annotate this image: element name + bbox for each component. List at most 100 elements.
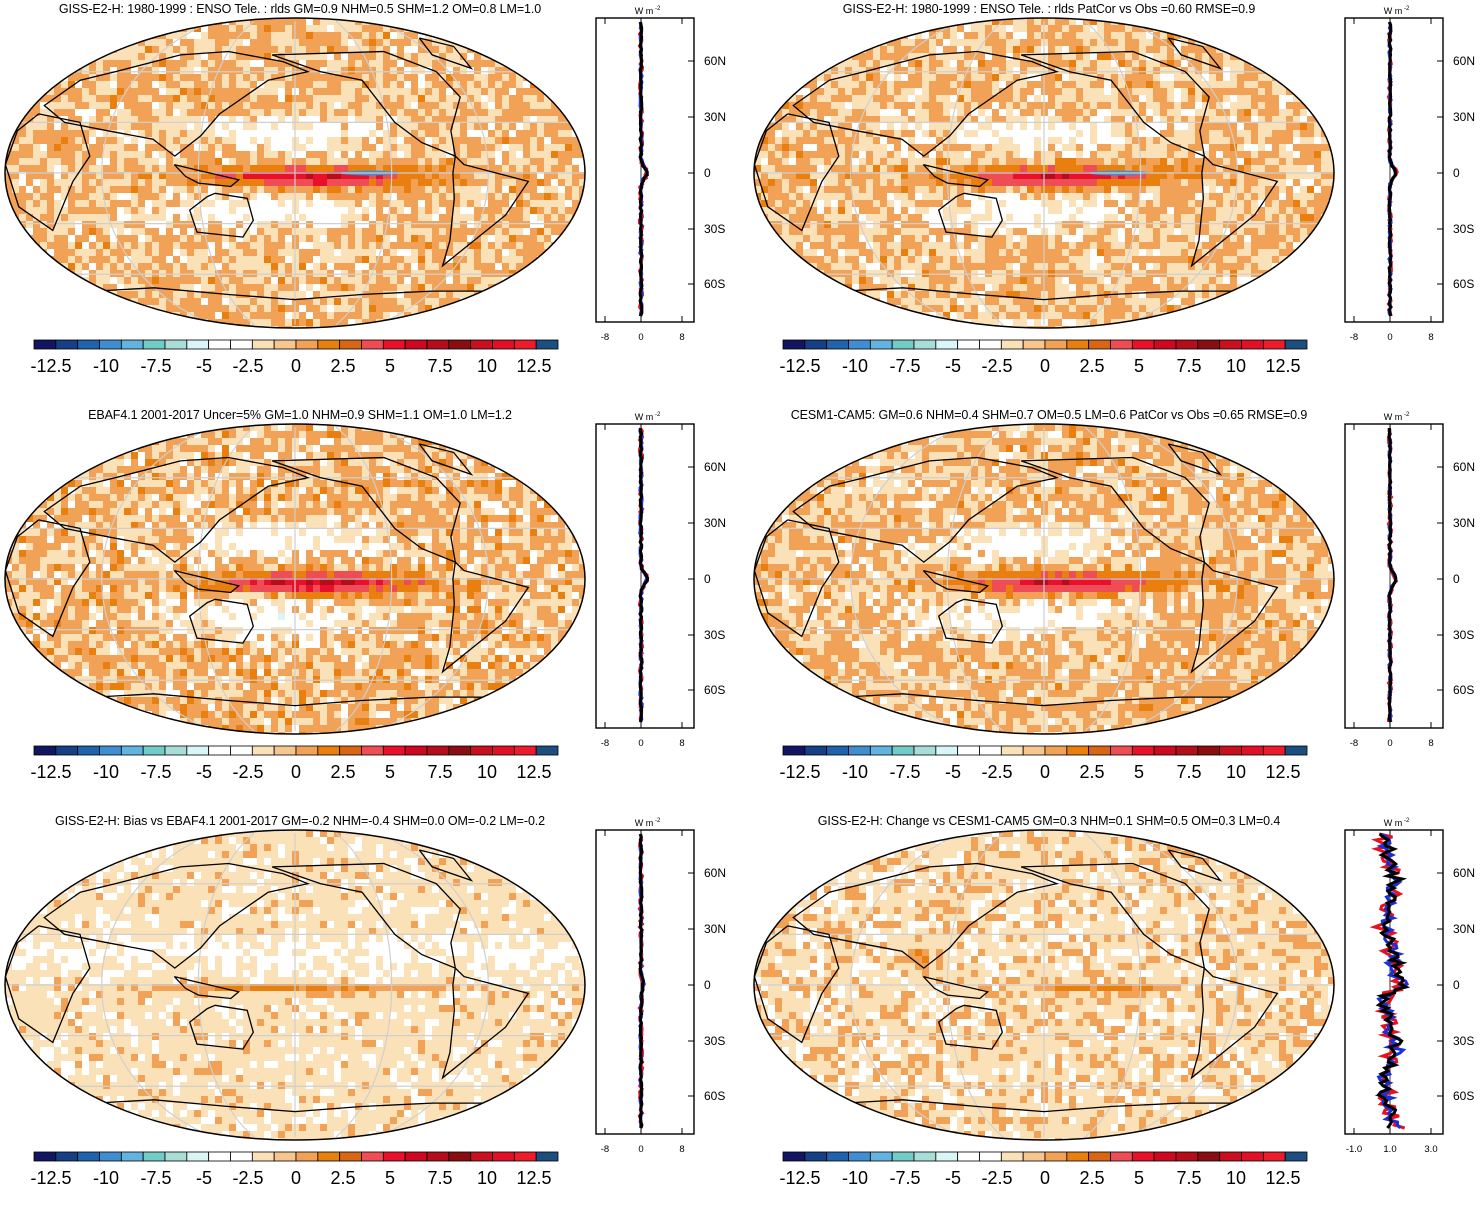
colorbar-swatch bbox=[143, 1152, 165, 1161]
colorbar-swatch bbox=[121, 1152, 143, 1161]
units-label: W m bbox=[1384, 6, 1403, 16]
colorbar-swatch bbox=[1111, 1152, 1133, 1161]
colorbar-swatch bbox=[1111, 746, 1133, 755]
colorbar-swatch bbox=[805, 746, 827, 755]
lat-tick-label: 60N bbox=[704, 866, 726, 880]
colorbar-swatch bbox=[1285, 1152, 1307, 1161]
lat-tick-label: 0 bbox=[704, 572, 711, 586]
units-label: W m bbox=[635, 6, 654, 16]
lat-tick-label: 30N bbox=[1453, 922, 1475, 936]
colorbar-swatch bbox=[252, 1152, 274, 1161]
colorbar-swatch bbox=[209, 1152, 231, 1161]
colorbar-label: 2.5 bbox=[1079, 762, 1104, 782]
colorbar-label: -7.5 bbox=[889, 762, 920, 782]
colorbar-label: 10 bbox=[1226, 356, 1246, 376]
panel-title: GISS-E2-H: 1980-1999 : ENSO Tele. : rlds… bbox=[749, 2, 1349, 16]
colorbar-label: 7.5 bbox=[1176, 356, 1201, 376]
colorbar-swatch bbox=[936, 340, 958, 349]
colorbar-label: -5 bbox=[945, 762, 961, 782]
colorbar-swatch bbox=[849, 1152, 871, 1161]
colorbar-swatch bbox=[958, 340, 980, 349]
colorbar-swatch bbox=[493, 746, 515, 755]
colorbar-swatch bbox=[318, 746, 340, 755]
colorbar-swatch bbox=[1176, 746, 1198, 755]
lat-tick-label: 30S bbox=[1453, 628, 1474, 642]
colorbar-swatch bbox=[1001, 340, 1023, 349]
colorbar-swatch bbox=[1023, 746, 1045, 755]
colorbar-label: 10 bbox=[477, 1168, 497, 1188]
colorbar-swatch bbox=[449, 340, 471, 349]
lat-tick-label: 0 bbox=[1453, 572, 1460, 586]
colorbar-label: 12.5 bbox=[1265, 356, 1300, 376]
units-label: W m bbox=[1384, 818, 1403, 828]
colorbar-swatch bbox=[165, 746, 187, 755]
colorbar-swatch bbox=[1089, 746, 1111, 755]
map bbox=[754, 424, 1336, 740]
colorbar-label: -5 bbox=[196, 762, 212, 782]
colorbar-label: -10 bbox=[93, 356, 119, 376]
colorbar-label: 12.5 bbox=[1265, 1168, 1300, 1188]
colorbar-swatch bbox=[274, 746, 296, 755]
colorbar-swatch bbox=[1198, 746, 1220, 755]
colorbar-label: -7.5 bbox=[140, 762, 171, 782]
colorbar-swatch bbox=[1089, 340, 1111, 349]
lat-tick-label: 30S bbox=[1453, 1034, 1474, 1048]
colorbar-swatch bbox=[296, 1152, 318, 1161]
colorbar-swatch bbox=[1067, 746, 1089, 755]
colorbar-swatch bbox=[958, 1152, 980, 1161]
colorbar-swatch bbox=[231, 1152, 253, 1161]
colorbar-swatch bbox=[1111, 340, 1133, 349]
colorbar-swatch bbox=[1198, 340, 1220, 349]
colorbar-swatch bbox=[231, 340, 253, 349]
colorbar-swatch bbox=[1220, 1152, 1242, 1161]
colorbar-label: -5 bbox=[196, 1168, 212, 1188]
map bbox=[5, 424, 587, 740]
colorbar-swatch bbox=[362, 1152, 384, 1161]
colorbar-swatch bbox=[100, 340, 122, 349]
colorbar-swatch bbox=[1242, 340, 1264, 349]
colorbar-swatch bbox=[362, 746, 384, 755]
colorbar-swatch bbox=[383, 746, 405, 755]
colorbar-swatch bbox=[427, 746, 449, 755]
colorbar-swatch bbox=[471, 340, 493, 349]
colorbar-swatch bbox=[1132, 746, 1154, 755]
colorbar-label: 2.5 bbox=[1079, 1168, 1104, 1188]
lat-tick-label: 0 bbox=[1453, 978, 1460, 992]
colorbar-label: -7.5 bbox=[140, 1168, 171, 1188]
colorbar-swatch bbox=[1242, 1152, 1264, 1161]
colorbar-label: -5 bbox=[945, 356, 961, 376]
colorbar-swatch bbox=[870, 340, 892, 349]
colorbar-swatch bbox=[1067, 1152, 1089, 1161]
lat-tick-label: 30S bbox=[704, 628, 725, 642]
colorbar-swatch bbox=[914, 340, 936, 349]
colorbar-label: -5 bbox=[945, 1168, 961, 1188]
x-tick-label: -1.0 bbox=[1346, 1144, 1362, 1155]
colorbar-swatch bbox=[914, 1152, 936, 1161]
colorbar-swatch bbox=[827, 340, 849, 349]
colorbar-label: 7.5 bbox=[1176, 762, 1201, 782]
colorbar-swatch bbox=[340, 340, 362, 349]
colorbar-swatch bbox=[1263, 746, 1285, 755]
lat-tick-label: 0 bbox=[1453, 166, 1460, 180]
colorbar-label: 0 bbox=[1040, 762, 1050, 782]
colorbar-swatch bbox=[252, 340, 274, 349]
colorbar-label: -5 bbox=[196, 356, 212, 376]
colorbar-swatch bbox=[1220, 340, 1242, 349]
colorbar-swatch bbox=[1154, 746, 1176, 755]
colorbar-swatch bbox=[209, 746, 231, 755]
colorbar-label: 12.5 bbox=[1265, 762, 1300, 782]
colorbar-swatch bbox=[1045, 746, 1067, 755]
colorbar-swatch bbox=[827, 1152, 849, 1161]
lat-tick-label: 60S bbox=[704, 1089, 725, 1103]
colorbar-swatch bbox=[318, 1152, 340, 1161]
colorbar-label: -12.5 bbox=[779, 1168, 820, 1188]
colorbar-swatch bbox=[187, 1152, 209, 1161]
lat-tick-label: 30N bbox=[704, 516, 726, 530]
x-tick-label: -8 bbox=[1350, 738, 1358, 749]
lat-tick-label: 60N bbox=[1453, 54, 1475, 68]
